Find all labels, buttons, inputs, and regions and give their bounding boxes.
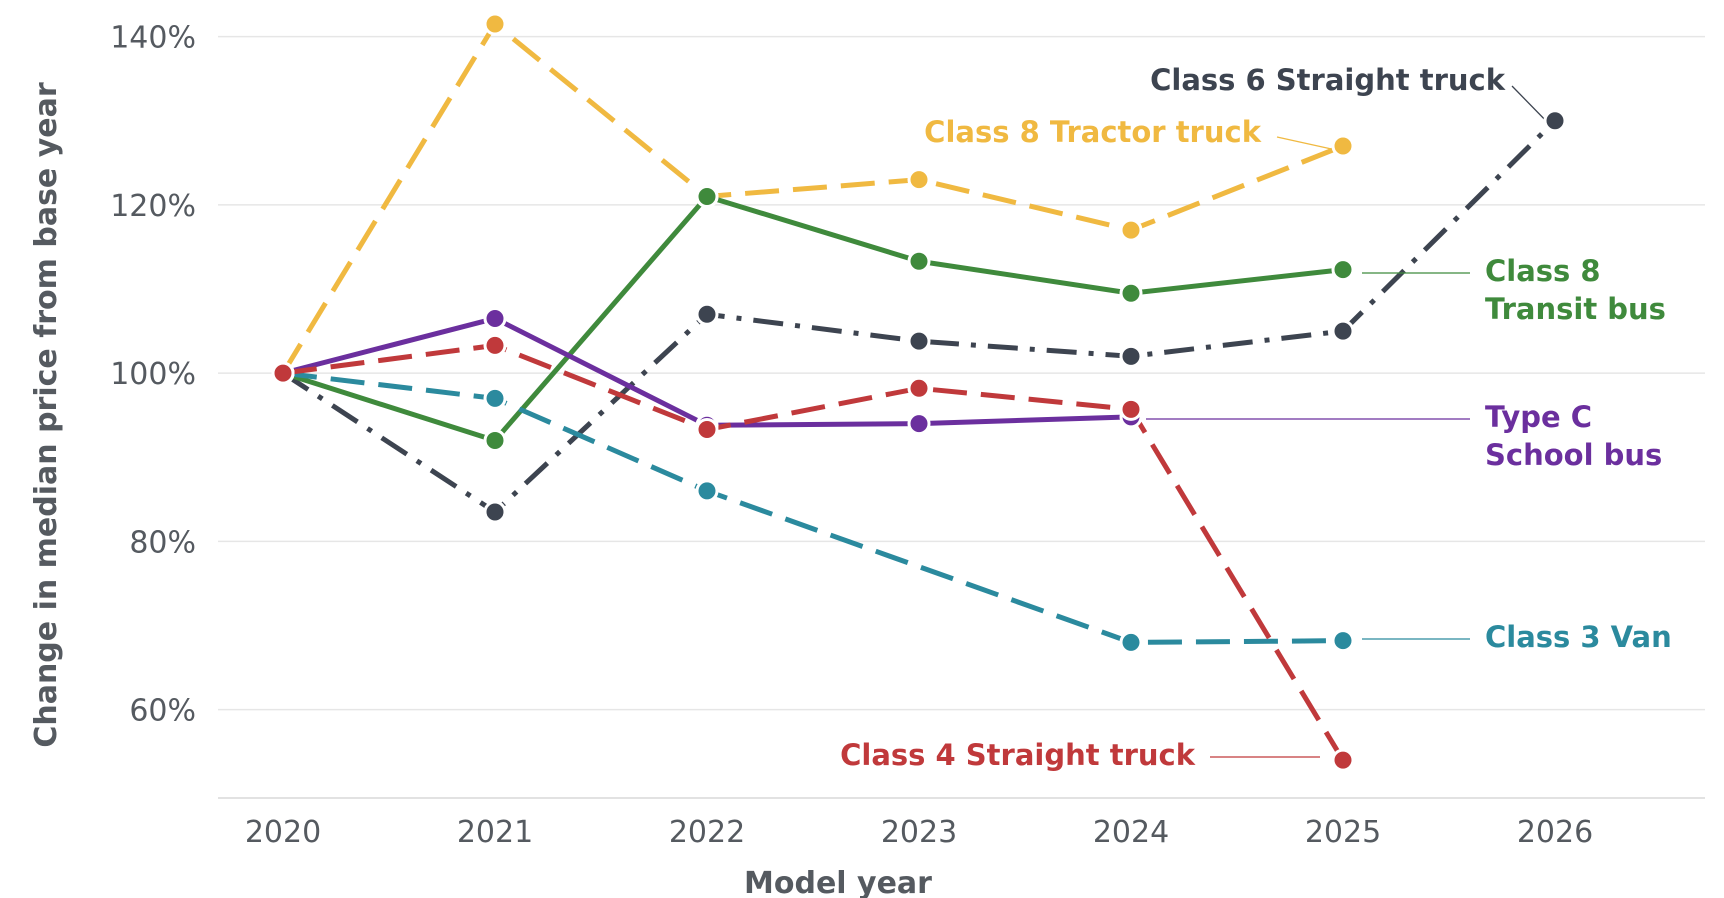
x-tick-label-2022: 2022 bbox=[669, 815, 745, 850]
y-axis-ticks: 60% 80% 100% 120% 140% bbox=[110, 21, 196, 729]
series-label-line: Class 6 Straight truck bbox=[1150, 63, 1506, 97]
data-point-class-6-straight-truck-2 bbox=[695, 302, 719, 326]
x-tick-label-2026: 2026 bbox=[1517, 815, 1593, 850]
series-line-class-8-tractor-truck bbox=[280, 21, 1344, 375]
data-point-type-c-school-bus-3 bbox=[907, 412, 931, 436]
series-label-class-4-straight-truck: Class 4 Straight truck bbox=[840, 738, 1196, 772]
data-point-class-4-straight-truck-4 bbox=[1119, 397, 1143, 421]
data-point-class-8-tractor-truck-3 bbox=[907, 168, 931, 192]
x-tick-label-2025: 2025 bbox=[1305, 815, 1381, 850]
data-point-class-8-transit-bus-4 bbox=[1119, 281, 1143, 305]
data-point-class-8-transit-bus-5 bbox=[1331, 258, 1355, 282]
data-point-class-8-tractor-truck-5 bbox=[1331, 134, 1355, 158]
data-point-class-8-transit-bus-3 bbox=[907, 249, 931, 273]
series-label-line: Class 3 Van bbox=[1485, 620, 1672, 654]
data-point-class-8-tractor-truck-1 bbox=[483, 12, 507, 36]
series-label-line: Class 4 Straight truck bbox=[840, 738, 1196, 772]
series-label-line: Type C bbox=[1485, 400, 1592, 434]
y-tick-label-100: 100% bbox=[110, 357, 196, 392]
data-point-class-8-transit-bus-2 bbox=[695, 184, 719, 208]
data-point-class-4-straight-truck-2 bbox=[695, 418, 719, 442]
data-point-class-6-straight-truck-3 bbox=[907, 329, 931, 353]
series-label-line: Class 8 Tractor truck bbox=[924, 115, 1262, 149]
x-tick-label-2020: 2020 bbox=[245, 815, 321, 850]
series-label-line: Transit bus bbox=[1485, 292, 1666, 326]
data-point-class-4-straight-truck-3 bbox=[907, 376, 931, 400]
data-point-class-4-straight-truck-5 bbox=[1331, 748, 1355, 772]
x-tick-label-2024: 2024 bbox=[1093, 815, 1169, 850]
series-label-type-c-school-bus: Type C School bus bbox=[1485, 400, 1662, 472]
data-point-type-c-school-bus-1 bbox=[483, 306, 507, 330]
label-leaders bbox=[1146, 85, 1554, 758]
data-point-class-4-straight-truck-1 bbox=[483, 333, 507, 357]
series-label-class-3-van: Class 3 Van bbox=[1485, 620, 1672, 654]
data-point-class-6-straight-truck-4 bbox=[1119, 344, 1143, 368]
gridlines bbox=[218, 35, 1705, 799]
series-label-class-8-tractor-truck: Class 8 Tractor truck bbox=[924, 115, 1262, 149]
data-point-class-3-van-1 bbox=[483, 386, 507, 410]
series-line-class-4-straight-truck bbox=[282, 342, 1346, 762]
series-line-class-3-van bbox=[282, 370, 1344, 645]
series-label-class-8-transit-bus: Class 8 Transit bus bbox=[1485, 254, 1666, 326]
data-point-class-8-tractor-truck-4 bbox=[1119, 218, 1143, 242]
x-tick-label-2023: 2023 bbox=[881, 815, 957, 850]
leader-line-class-8-tractor-truck bbox=[1276, 136, 1337, 151]
data-point-class-3-van-3 bbox=[1119, 630, 1143, 654]
data-point-class-4-straight-truck-0 bbox=[271, 361, 295, 385]
data-point-class-3-van-4 bbox=[1331, 629, 1355, 653]
series-line-type-c-school-bus bbox=[282, 315, 1132, 428]
x-tick-label-2021: 2021 bbox=[457, 815, 533, 850]
x-axis-ticks: 2020 2021 2022 2023 2024 2025 2026 bbox=[245, 815, 1593, 850]
series-labels: Class 6 Straight truck Class 8 Tractor tr… bbox=[840, 63, 1672, 772]
series-label-class-6-straight-truck: Class 6 Straight truck bbox=[1150, 63, 1506, 97]
data-point-class-6-straight-truck-6 bbox=[1543, 109, 1567, 133]
series-markers bbox=[271, 12, 1567, 772]
data-point-class-6-straight-truck-1 bbox=[483, 500, 507, 524]
series-label-line: School bus bbox=[1485, 438, 1662, 472]
y-tick-label-80: 80% bbox=[129, 525, 196, 560]
y-tick-label-60: 60% bbox=[129, 694, 196, 729]
data-point-class-6-straight-truck-5 bbox=[1331, 319, 1355, 343]
x-axis-title: Model year bbox=[744, 866, 932, 898]
y-tick-label-120: 120% bbox=[110, 189, 196, 224]
data-point-class-8-transit-bus-1 bbox=[483, 428, 507, 452]
data-point-class-3-van-2 bbox=[695, 479, 719, 503]
series-line-class-8-transit-bus bbox=[282, 193, 1344, 443]
y-axis-title: Change in median price from base year bbox=[29, 82, 64, 748]
y-tick-label-140: 140% bbox=[110, 21, 196, 56]
series-label-line: Class 8 bbox=[1485, 254, 1601, 288]
